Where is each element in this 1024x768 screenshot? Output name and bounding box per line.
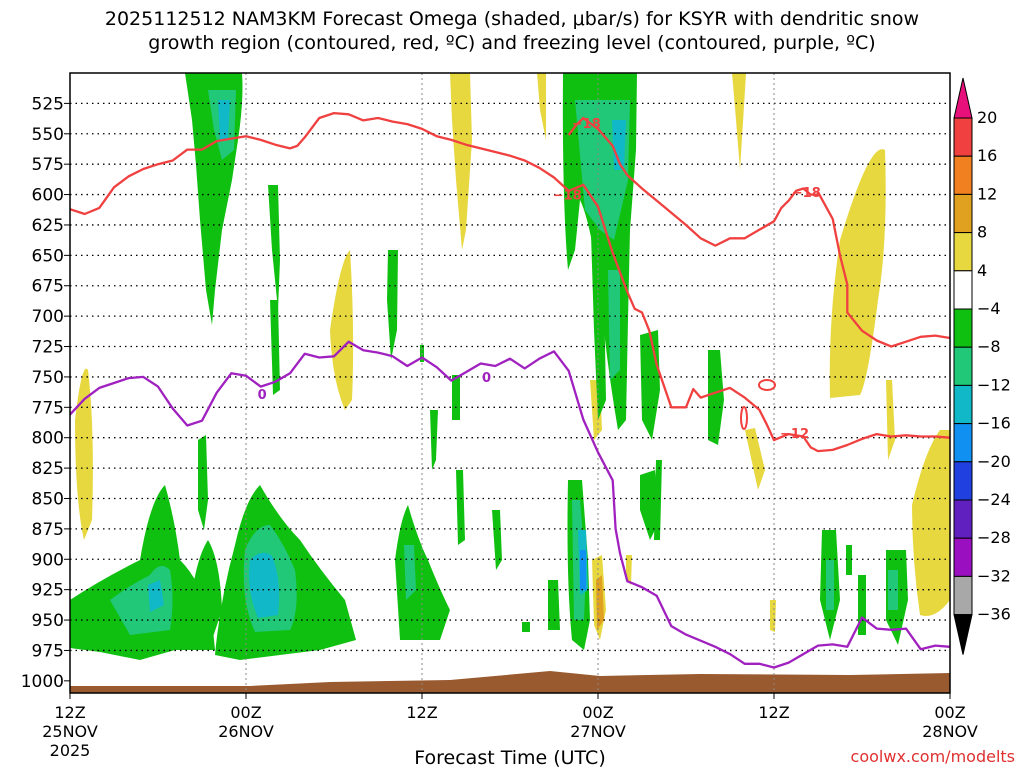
colorbar-label: 8 — [977, 223, 987, 242]
colorbar-swatch — [953, 423, 973, 463]
colorbar-swatch — [953, 346, 973, 386]
y-tick-label: 600 — [32, 186, 64, 206]
y-tick-label: 700 — [32, 307, 64, 327]
x-tick-label: 00Z — [582, 703, 613, 722]
x-tick-label: 27NOV — [570, 722, 626, 741]
colorbar-label: −24 — [977, 490, 1011, 509]
x-tick-label: 00Z — [934, 703, 965, 722]
colorbar-label: 16 — [977, 146, 997, 165]
colorbar-label: −28 — [977, 528, 1011, 547]
y-tick-label: 825 — [32, 459, 64, 479]
contour-lines — [70, 111, 950, 669]
y-tick-label: 900 — [32, 550, 64, 570]
contour-label: −18 — [792, 186, 821, 201]
y-tick-label: 650 — [32, 246, 64, 266]
grid-lines — [70, 73, 950, 693]
contour-line — [758, 379, 776, 391]
colorbar-label: −8 — [977, 337, 1001, 356]
contour-label: 0 — [258, 388, 267, 403]
contour-label: 0 — [482, 371, 491, 386]
contour-label: −12 — [780, 427, 809, 442]
x-tick-label: 26NOV — [218, 722, 274, 741]
y-tick-label: 750 — [32, 368, 64, 388]
y-tick-label: 1000 — [21, 672, 64, 692]
colorbar-label: −16 — [977, 414, 1011, 433]
colorbar-swatch — [953, 193, 973, 234]
x-tick-label: 2025 — [50, 741, 91, 760]
colorbar-swatch — [953, 537, 973, 577]
colorbar-label: −32 — [977, 566, 1011, 585]
y-tick-label: 550 — [32, 125, 64, 145]
chart-title-line2: growth region (contoured, red, ºC) and f… — [148, 32, 876, 54]
terrain-surface — [70, 671, 950, 693]
colorbar-arrow-top — [953, 77, 973, 119]
contour-line — [568, 183, 950, 453]
colorbar-label: −20 — [977, 452, 1011, 471]
contour-line — [70, 111, 570, 216]
contour-line — [740, 406, 748, 430]
credit-text: coolwx.com/modelts — [851, 747, 1015, 766]
chart-title-line1: 2025112512 NAM3KM Forecast Omega (shaded… — [104, 8, 920, 30]
x-tick-label: 12Z — [406, 703, 437, 722]
y-tick-label: 850 — [32, 489, 64, 509]
y-tick-label: 800 — [32, 429, 64, 449]
colorbar-label: −4 — [977, 299, 1001, 318]
y-tick-label: 950 — [32, 611, 64, 631]
colorbar-label: 20 — [977, 108, 997, 127]
x-tick-label: 28NOV — [922, 722, 978, 741]
contour-line — [70, 340, 950, 669]
y-tick-label: 775 — [32, 398, 64, 418]
colorbar-swatch — [953, 499, 973, 539]
y-tick-label: 725 — [32, 338, 64, 358]
colorbar-label: 12 — [977, 184, 997, 203]
x-tick-label: 12Z — [54, 703, 85, 722]
colorbar-swatch — [953, 155, 973, 195]
y-tick-label: 675 — [32, 277, 64, 297]
contour-labels: −18 −18 −18 −12 0 0 — [258, 117, 821, 442]
colorbar-swatch — [953, 575, 973, 616]
contour-line — [816, 191, 950, 348]
colorbar-swatch — [953, 232, 973, 272]
y-tick-label: 575 — [32, 155, 64, 175]
plot-frame — [69, 72, 951, 694]
x-tick-label: 00Z — [230, 703, 261, 722]
y-tick-label: 625 — [32, 216, 64, 236]
x-axis-label: Forecast Time (UTC) — [414, 747, 605, 768]
omega-shading — [70, 73, 950, 660]
colorbar-swatch — [953, 461, 973, 501]
colorbar-arrow-bottom — [953, 614, 973, 655]
colorbar-swatch — [953, 308, 973, 348]
contour-label: −18 — [572, 117, 601, 132]
colorbar: 20 16 12 8 4 −4 −8 −12 −16 −20 −24 −28 −32 −36 — [953, 77, 1011, 655]
colorbar-swatch — [953, 384, 973, 425]
x-tick-label: 25NOV — [42, 722, 98, 741]
y-tick-label: 875 — [32, 520, 64, 540]
contour-line — [567, 116, 820, 247]
y-axis: 525 550 575 600 625 650 675 700 725 750 775 800 825 8… — [21, 94, 70, 692]
y-tick-label: 925 — [32, 581, 64, 601]
colorbar-label: −36 — [977, 605, 1011, 624]
colorbar-swatch — [953, 117, 973, 157]
contour-label: −18 — [553, 189, 582, 204]
y-tick-label: 525 — [32, 94, 64, 114]
x-tick-label: 12Z — [758, 703, 789, 722]
colorbar-label: −12 — [977, 375, 1011, 394]
colorbar-swatch — [953, 270, 973, 310]
y-tick-label: 975 — [32, 641, 64, 661]
colorbar-label: 4 — [977, 261, 987, 280]
